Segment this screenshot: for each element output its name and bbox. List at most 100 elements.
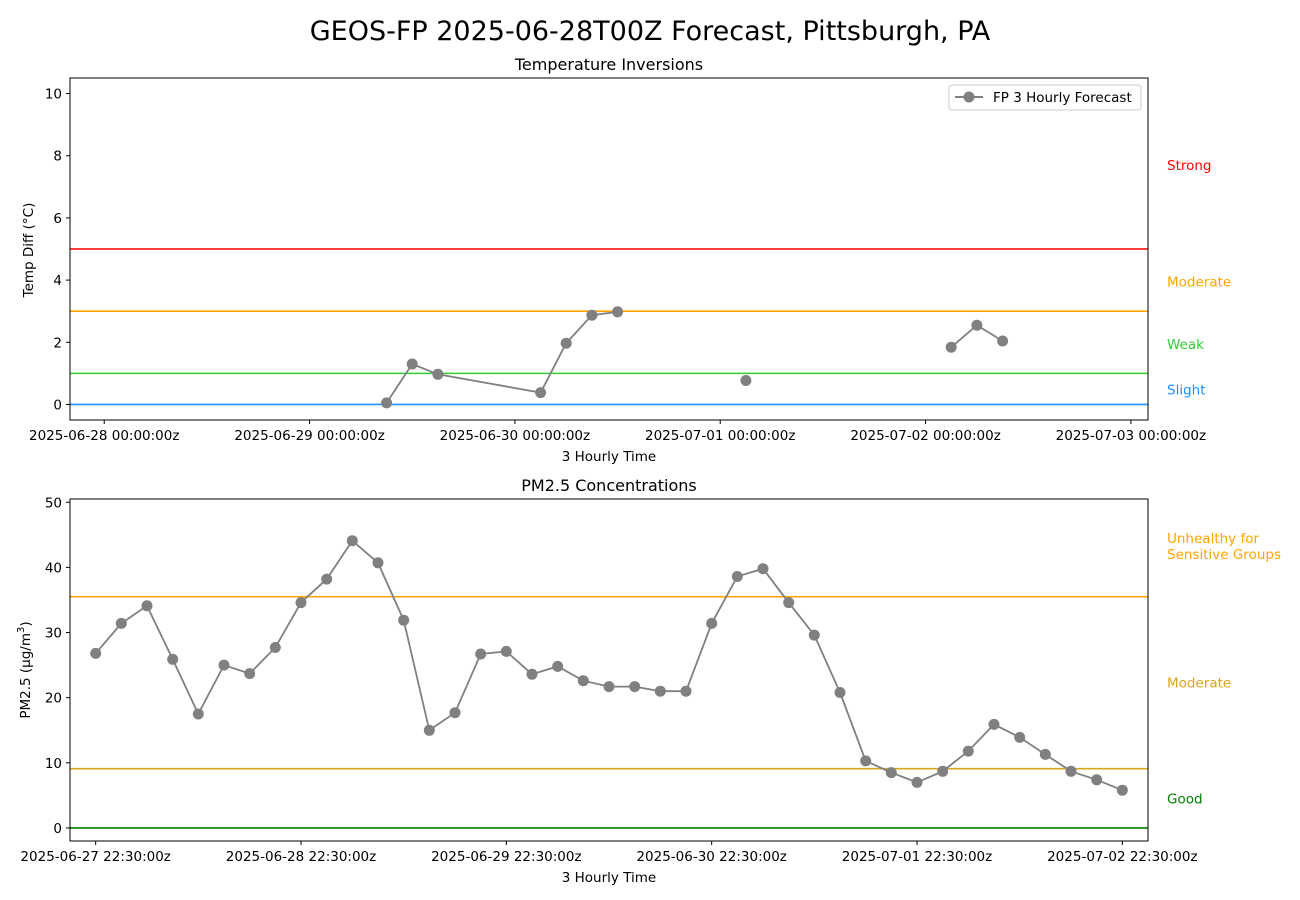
category-label: Weak (1167, 337, 1204, 353)
x-tick-label: 2025-07-03 00:00:00z (1056, 428, 1206, 444)
data-point (612, 306, 624, 318)
chart-title: PM2.5 Concentrations (521, 476, 697, 495)
threshold-lines (70, 595, 1148, 829)
pm25-concentrations-chart: PM2.5 Concentrations 3 Hourly Time PM2.5… (16, 476, 1281, 886)
y-tick-label: 40 (45, 560, 62, 576)
x-axis-ticks: 2025-06-28 00:00:00z 2025-06-29 00:00:00z… (29, 420, 1206, 444)
x-tick-label: 2025-07-02 00:00:00z (850, 428, 1000, 444)
data-point (1116, 784, 1128, 796)
data-point (971, 319, 983, 331)
data-point (346, 535, 358, 547)
data-point (552, 660, 564, 672)
category-label: Unhealthy for Sensitive Groups (1167, 531, 1281, 563)
data-point (115, 617, 127, 629)
y-tick-label: 20 (45, 691, 62, 707)
data-point (731, 571, 743, 582)
data-point (406, 358, 418, 370)
data-point (885, 767, 897, 779)
data-point (962, 745, 974, 757)
data-point (535, 387, 547, 399)
data-point (1091, 774, 1103, 786)
series-layer (90, 535, 1128, 796)
data-point (629, 681, 641, 693)
x-tick-label: 2025-07-01 22:30:00z (842, 849, 992, 865)
data-point (808, 629, 820, 641)
category-labels: Unhealthy for Sensitive Groups Moderate Goo… (1167, 531, 1281, 808)
x-tick-label: 2025-06-29 00:00:00z (234, 428, 384, 444)
x-tick-label: 2025-06-28 00:00:00z (29, 428, 179, 444)
data-point (192, 708, 204, 720)
category-label: Moderate (1167, 676, 1231, 692)
data-point (295, 597, 307, 609)
plot-frame (69, 77, 1149, 421)
data-point (988, 718, 1000, 730)
data-point (526, 668, 538, 680)
data-point (740, 375, 752, 386)
data-point (945, 341, 957, 353)
data-point (1065, 765, 1077, 777)
y-tick-label: 30 (45, 626, 62, 642)
data-point (269, 642, 281, 653)
threshold-lines (70, 248, 1148, 406)
y-tick-label: 4 (53, 273, 62, 289)
legend-marker-swatch (963, 91, 975, 103)
data-point (423, 724, 435, 736)
x-tick-label: 2025-07-01 00:00:00z (645, 428, 795, 444)
data-point (475, 648, 487, 660)
data-point (372, 557, 384, 569)
x-tick-label: 2025-06-29 22:30:00z (431, 849, 581, 865)
y-tick-label: 8 (53, 149, 62, 165)
y-tick-label: 0 (53, 821, 62, 837)
y-tick-label: 10 (45, 756, 62, 772)
x-tick-label: 2025-06-30 22:30:00z (636, 849, 786, 865)
y-tick-label: 0 (53, 397, 62, 413)
category-label: Strong (1167, 158, 1212, 174)
y-tick-label: 10 (45, 87, 62, 103)
data-point (141, 600, 153, 612)
data-point (321, 573, 333, 585)
data-point (1014, 731, 1026, 743)
data-point (757, 563, 769, 575)
data-point (90, 647, 102, 659)
plot-frame (69, 498, 1149, 842)
category-label: Moderate (1167, 275, 1231, 291)
temperature-inversions-chart: Temperature Inversions 3 Hourly Time Tem… (21, 55, 1231, 465)
data-point (500, 645, 512, 657)
data-point (586, 309, 598, 321)
chart-title: Temperature Inversions (514, 55, 703, 74)
x-tick-label: 2025-06-28 22:30:00z (226, 849, 376, 865)
y-axis-label: Temp Diff (°C) (21, 203, 37, 299)
data-point (1039, 748, 1051, 760)
y-tick-label: 2 (53, 335, 62, 351)
legend-box (948, 84, 1142, 111)
data-point (783, 597, 795, 609)
data-point (860, 755, 872, 767)
data-point (680, 685, 692, 697)
data-point (432, 368, 444, 380)
legend: FP 3 Hourly Forecast (948, 84, 1142, 111)
x-axis-label: 3 Hourly Time (562, 870, 656, 886)
x-tick-label: 2025-06-27 22:30:00z (20, 849, 170, 865)
data-point (577, 675, 589, 687)
data-point (167, 653, 179, 665)
data-point (398, 614, 410, 626)
y-axis-ticks: 0 10 20 30 40 50 (45, 495, 70, 837)
data-point (381, 397, 393, 409)
data-point (834, 687, 846, 698)
x-tick-label: 2025-06-30 00:00:00z (440, 428, 590, 444)
figure-title: GEOS-FP 2025-06-28T00Z Forecast, Pittsbu… (310, 16, 991, 47)
series-line (385, 310, 618, 404)
category-label: Good (1167, 792, 1203, 808)
data-point (937, 765, 949, 777)
data-point (218, 659, 230, 671)
data-point (560, 337, 572, 349)
data-point (244, 668, 256, 680)
x-tick-label: 2025-07-02 22:30:00z (1047, 849, 1197, 865)
x-axis-ticks: 2025-06-27 22:30:00z 2025-06-28 22:30:00z… (20, 841, 1198, 865)
y-axis-ticks: 0 2 4 6 8 10 (45, 87, 70, 413)
y-tick-label: 50 (45, 495, 62, 511)
y-axis-label: PM2.5 (µg/m3) (16, 621, 34, 718)
data-point (997, 335, 1009, 347)
category-label: Slight (1167, 383, 1206, 399)
